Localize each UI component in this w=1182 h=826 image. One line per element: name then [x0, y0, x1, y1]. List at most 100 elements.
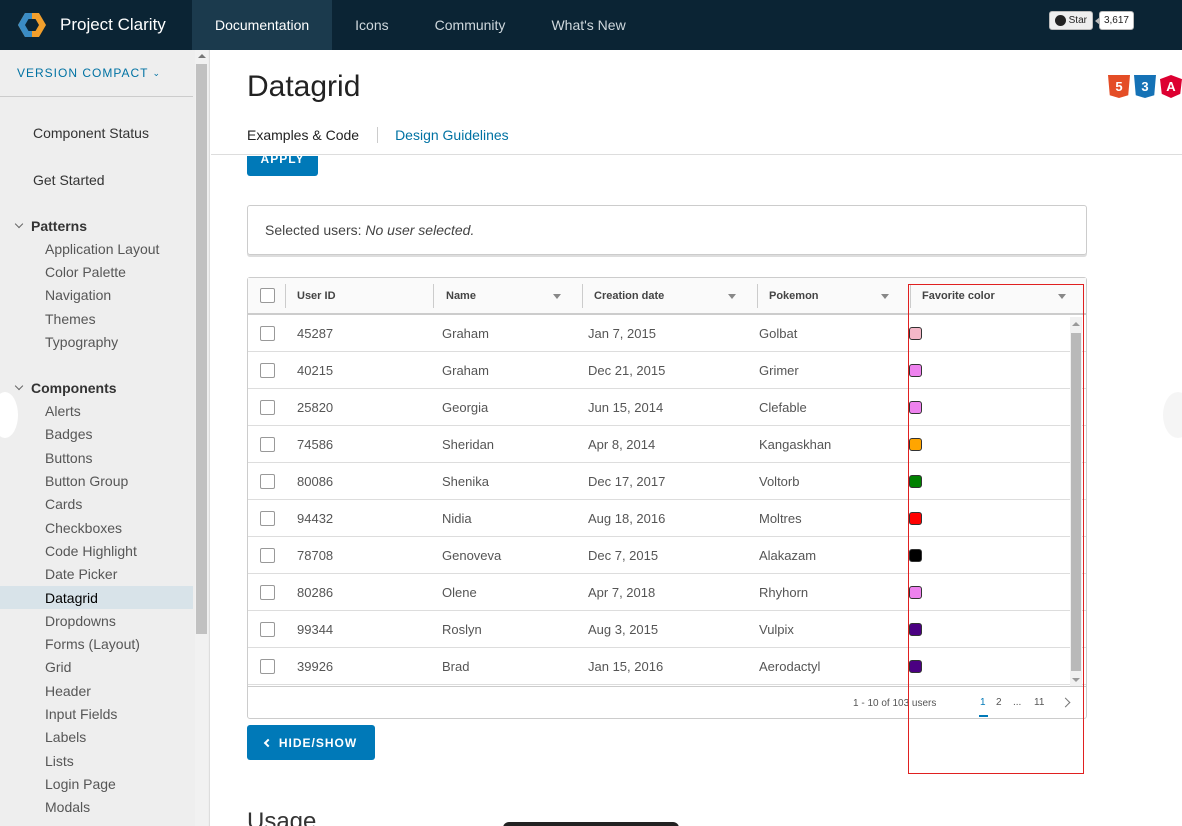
table-row[interactable]: 99344 Roslyn Aug 3, 2015 Vulpix [248, 611, 1086, 648]
sidebar-item-dropdowns[interactable]: Dropdowns [45, 612, 116, 629]
sidebar-item-input-fields[interactable]: Input Fields [45, 705, 118, 722]
page-ellipsis[interactable]: ... [1013, 697, 1022, 708]
datagrid-header: User ID Name Creation date Pokemon Favor… [248, 278, 1086, 315]
sidebar-item-alerts[interactable]: Alerts [45, 403, 81, 420]
cell-id: 80086 [297, 474, 334, 489]
sidebar-item-navigation[interactable]: Navigation [45, 287, 112, 304]
page-1[interactable]: 1 [980, 697, 986, 708]
github-star-button[interactable]: Star [1048, 11, 1093, 30]
row-checkbox[interactable] [260, 585, 275, 600]
column-header-name[interactable]: Name [446, 289, 476, 302]
table-row[interactable]: 74586 Sheridan Apr 8, 2014 Kangaskhan [248, 426, 1086, 463]
table-row[interactable]: 94432 Nidia Aug 18, 2016 Moltres [248, 500, 1086, 537]
table-row[interactable]: 80086 Shenika Dec 17, 2017 Voltorb [248, 463, 1086, 500]
table-row[interactable]: 80286 Olene Apr 7, 2018 Rhyhorn [248, 574, 1086, 611]
column-header-favorite-color[interactable]: Favorite color [922, 289, 995, 302]
sidebar-item-buttons[interactable]: Buttons [45, 449, 93, 466]
sidebar-item-labels[interactable]: Labels [45, 729, 87, 746]
cell-pokemon: Kangaskhan [759, 437, 832, 452]
page-11[interactable]: 11 [1034, 697, 1045, 708]
sidebar-scroll-thumb[interactable] [196, 64, 207, 634]
cell-color [909, 315, 922, 352]
next-page-icon[interactable] [1060, 697, 1071, 708]
sidebar-item-login-page[interactable]: Login Page [45, 775, 116, 792]
cell-color [909, 426, 922, 463]
sidebar-group-components[interactable]: Components [0, 376, 209, 399]
sidebar-item-get-started[interactable]: Get Started [33, 171, 105, 188]
filter-icon[interactable] [728, 294, 736, 299]
row-checkbox[interactable] [260, 437, 275, 452]
sidebar-item-application-layout[interactable]: Application Layout [45, 240, 160, 257]
sidebar-item-header[interactable]: Header [45, 682, 91, 699]
row-checkbox[interactable] [260, 511, 275, 526]
column-header-pokemon[interactable]: Pokemon [769, 289, 819, 302]
sidebar-item-code-highlight[interactable]: Code Highlight [45, 542, 137, 559]
hide-show-button[interactable]: HIDE/SHOW [247, 725, 375, 760]
cell-name: Sheridan [442, 437, 495, 452]
filter-icon[interactable] [1058, 294, 1066, 299]
cell-pokemon: Aerodactyl [759, 659, 821, 674]
table-row[interactable]: 25820 Georgia Jun 15, 2014 Clefable [248, 389, 1086, 426]
version-selector[interactable]: VERSION COMPACT ⌄ [0, 50, 193, 97]
sidebar-item-datagrid[interactable]: Datagrid [0, 585, 193, 610]
github-star-count[interactable]: 3,617 [1094, 11, 1134, 30]
nav-tab-whats-new[interactable]: What's New [551, 17, 626, 33]
row-checkbox[interactable] [260, 548, 275, 563]
row-checkbox[interactable] [260, 659, 275, 674]
sidebar-item-checkboxes[interactable]: Checkboxes [45, 519, 123, 536]
prev-page-nav[interactable] [0, 392, 18, 438]
scroll-down-icon[interactable] [1072, 678, 1080, 682]
scroll-up-icon[interactable] [1072, 322, 1080, 326]
clarity-logo-icon [16, 12, 48, 38]
table-row[interactable]: 40215 Graham Dec 21, 2015 Grimer [248, 352, 1086, 389]
sidebar-group-patterns[interactable]: Patterns [0, 214, 209, 237]
table-row[interactable]: 39926 Brad Jan 15, 2016 Aerodactyl [248, 648, 1086, 685]
sidebar-item-color-palette[interactable]: Color Palette [45, 263, 126, 280]
cell-date: Dec 7, 2015 [588, 548, 659, 563]
tab-examples-code[interactable]: Examples & Code [247, 127, 360, 143]
column-header-user-id[interactable]: User ID [297, 289, 336, 302]
row-checkbox[interactable] [260, 474, 275, 489]
page-2[interactable]: 2 [996, 697, 1002, 708]
sidebar-scrollbar[interactable] [195, 50, 208, 826]
sidebar-item-cards[interactable]: Cards [45, 496, 83, 513]
row-checkbox[interactable] [260, 400, 275, 415]
sidebar-item-forms-layout[interactable]: Forms (Layout) [45, 636, 140, 653]
tab-design-guidelines[interactable]: Design Guidelines [377, 127, 527, 143]
sidebar-item-lists[interactable]: Lists [45, 752, 74, 769]
sidebar-item-modals[interactable]: Modals [45, 799, 91, 816]
sidebar-item-date-picker[interactable]: Date Picker [45, 566, 118, 583]
sidebar-item-component-status[interactable]: Component Status [33, 124, 149, 141]
filter-icon[interactable] [881, 294, 889, 299]
column-header-creation-date[interactable]: Creation date [594, 289, 665, 302]
nav-tab-documentation[interactable]: Documentation [192, 0, 333, 50]
apply-button[interactable]: APPLY [247, 156, 318, 176]
nav-tab-icons[interactable]: Icons [355, 17, 389, 33]
row-checkbox[interactable] [260, 326, 275, 341]
cell-color [909, 352, 922, 389]
cell-color [909, 611, 922, 648]
column-separator [910, 284, 911, 308]
scroll-up-icon[interactable] [198, 54, 206, 58]
cell-pokemon: Grimer [759, 363, 799, 378]
sidebar-item-grid[interactable]: Grid [45, 659, 72, 676]
sidebar-item-typography[interactable]: Typography [45, 333, 119, 350]
row-checkbox[interactable] [260, 622, 275, 637]
cell-id: 39926 [297, 659, 334, 674]
brand[interactable]: Project Clarity [0, 0, 192, 50]
table-row[interactable]: 45287 Graham Jan 7, 2015 Golbat [248, 315, 1086, 352]
row-checkbox[interactable] [260, 363, 275, 378]
next-page-nav[interactable] [1163, 392, 1182, 438]
select-all-checkbox[interactable] [260, 288, 275, 303]
nav-tab-community[interactable]: Community [434, 17, 506, 33]
table-row[interactable]: 78708 Genoveva Dec 7, 2015 Alakazam [248, 537, 1086, 574]
datagrid-scroll-thumb[interactable] [1071, 333, 1081, 671]
cell-name: Graham [442, 326, 489, 341]
cell-id: 45287 [297, 326, 334, 341]
datagrid-scrollbar[interactable] [1070, 317, 1082, 687]
sidebar-item-button-group[interactable]: Button Group [45, 473, 129, 490]
cell-id: 80286 [297, 585, 334, 600]
filter-icon[interactable] [553, 294, 561, 299]
sidebar-item-themes[interactable]: Themes [45, 310, 96, 327]
sidebar-item-badges[interactable]: Badges [45, 426, 93, 443]
